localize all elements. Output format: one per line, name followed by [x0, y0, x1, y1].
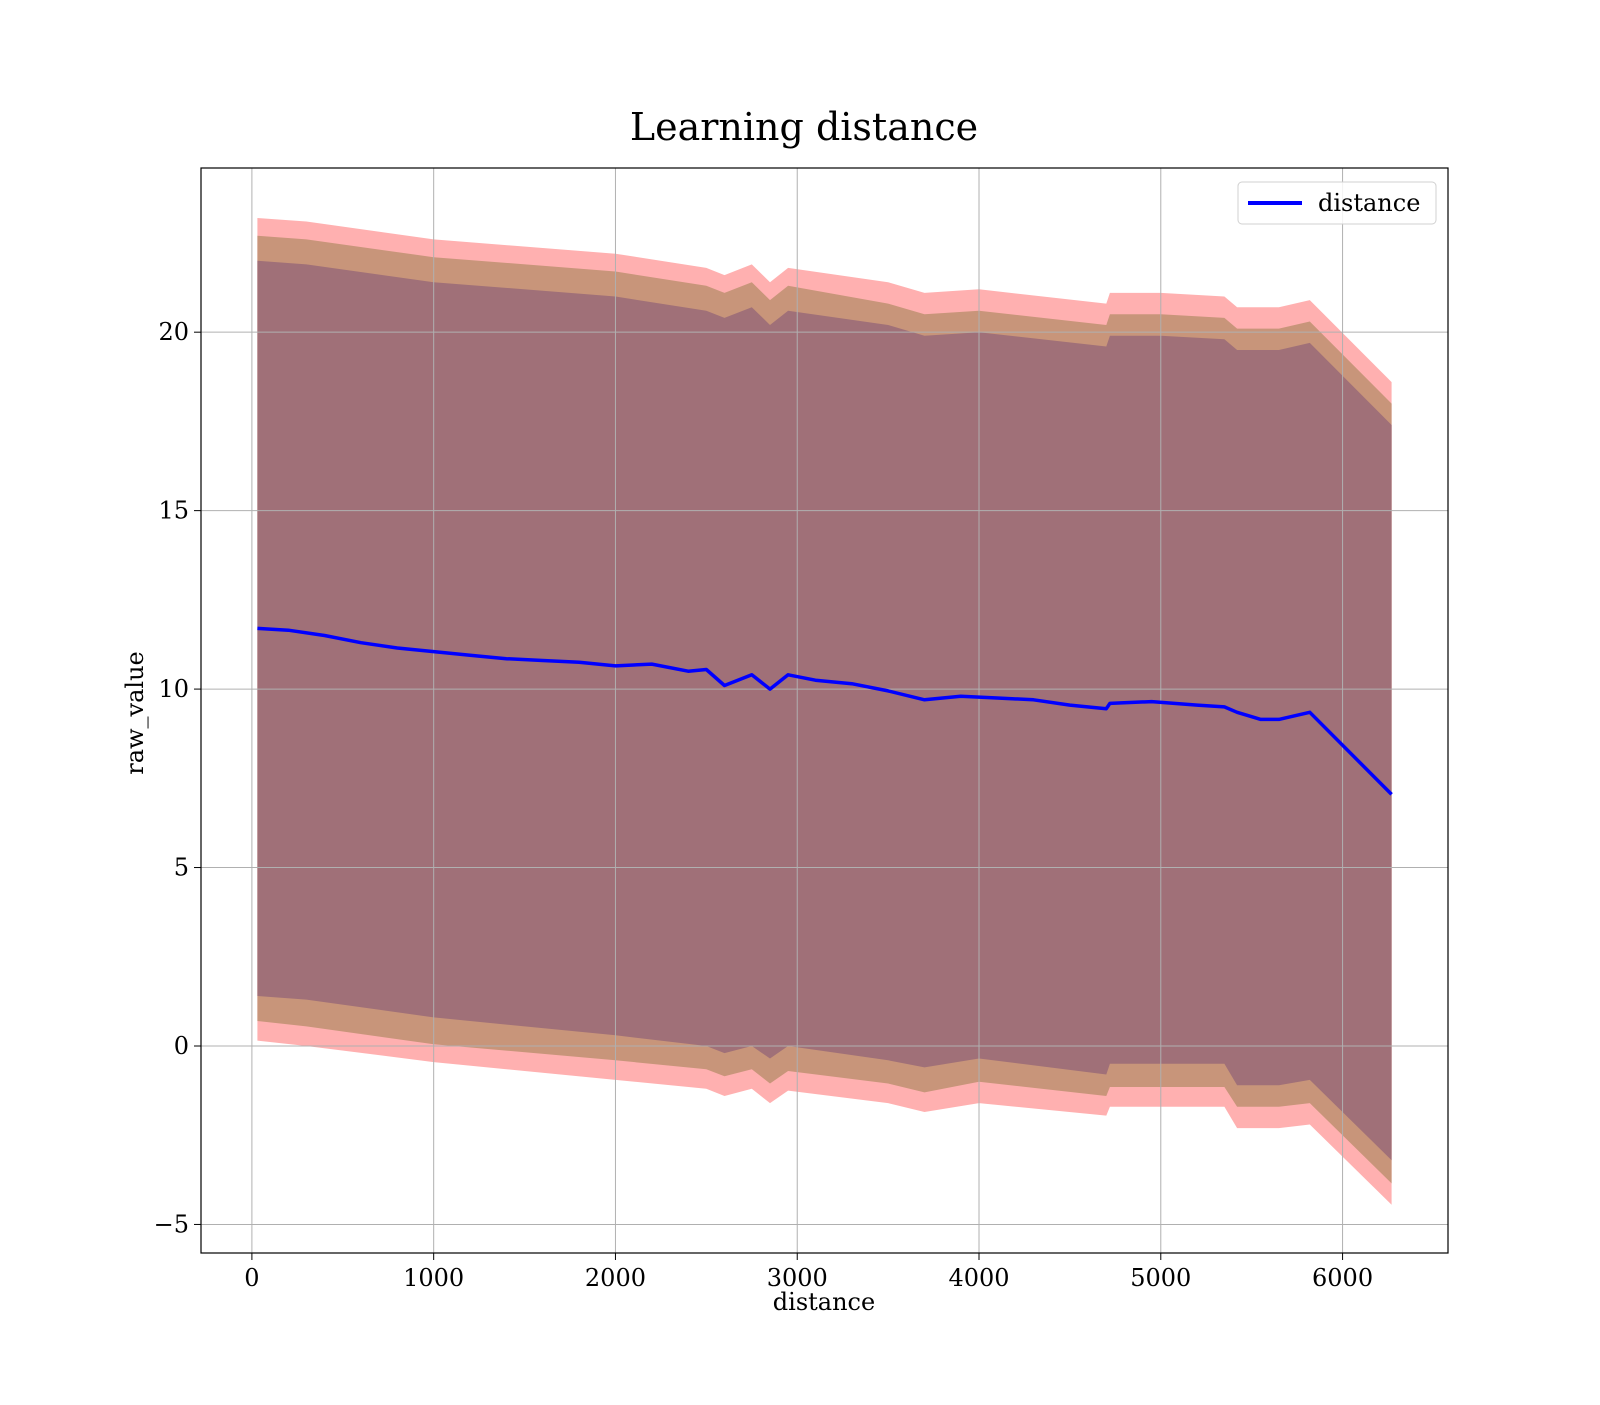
band-inner	[257, 260, 1392, 1161]
x-tick-label: 1000	[403, 1264, 464, 1292]
x-axis-ticks: 0 1000 2000 3000 4000 5000 6000	[244, 1253, 1373, 1292]
series-lines	[257, 626, 1393, 796]
x-tick-label: 0	[244, 1264, 259, 1292]
x-tick-label: 6000	[1312, 1264, 1373, 1292]
x-tick-label: 2000	[585, 1264, 646, 1292]
x-axis-label: distance	[773, 1288, 875, 1316]
y-axis-label: raw_value	[121, 651, 149, 775]
legend: distance	[1237, 181, 1437, 225]
x-tick-label: 3000	[767, 1264, 828, 1292]
legend-label-distance: distance	[1318, 189, 1420, 217]
y-axis-ticks: −5 0 5 10 15 20	[154, 318, 201, 1238]
chart-title: Learning distance	[630, 105, 978, 149]
plot-frame	[200, 167, 1449, 1254]
y-tick-label: 5	[174, 854, 189, 882]
uncertainty-bands	[257, 218, 1392, 1205]
y-tick-label: 0	[174, 1032, 189, 1060]
legend-box	[1237, 181, 1437, 225]
grid-lines	[201, 168, 1448, 1253]
y-tick-label: −5	[154, 1210, 189, 1238]
y-tick-label: 15	[158, 497, 189, 525]
y-tick-label: 20	[158, 318, 189, 346]
x-tick-label: 4000	[948, 1264, 1009, 1292]
y-tick-label: 10	[158, 675, 189, 703]
x-tick-label: 5000	[1130, 1264, 1191, 1292]
series-line-distance	[257, 626, 1393, 796]
